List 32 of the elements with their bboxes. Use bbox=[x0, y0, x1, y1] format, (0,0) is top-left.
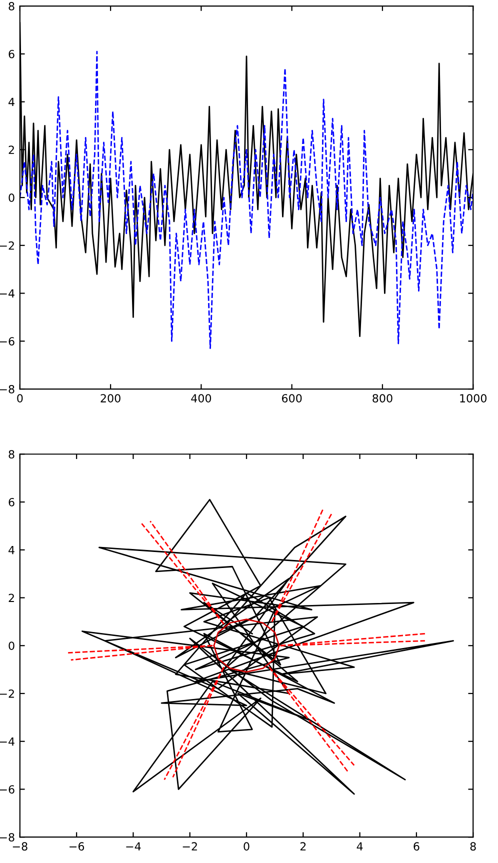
y-tick-label: −8 bbox=[0, 833, 14, 842]
y-tick-label: 8 bbox=[8, 2, 14, 10]
y-tick-label: 8 bbox=[8, 450, 14, 459]
y-tick-label: 2 bbox=[8, 594, 14, 602]
y-tick-label: 0 bbox=[8, 194, 14, 202]
x-tick-label: 0 bbox=[244, 842, 250, 851]
y-tick-label: 2 bbox=[8, 146, 14, 154]
y-tick-label: −4 bbox=[0, 737, 14, 746]
y-tick-label: −6 bbox=[0, 785, 14, 794]
x-tick-label: 8 bbox=[470, 842, 476, 851]
y-tick-label: 4 bbox=[8, 98, 14, 106]
x-tick-label: 0 bbox=[17, 394, 23, 402]
y-tick-label: 4 bbox=[8, 546, 14, 554]
x-tick-label: 6 bbox=[414, 842, 420, 851]
x-tick-label: 600 bbox=[282, 394, 302, 402]
y-tick-label: −2 bbox=[0, 689, 14, 698]
y-tick-label: 6 bbox=[8, 498, 14, 506]
y-tick-label: −2 bbox=[0, 241, 14, 250]
x-tick-label: −4 bbox=[126, 842, 141, 850]
x-tick-label: 200 bbox=[100, 394, 120, 402]
x-tick-label: 2 bbox=[300, 842, 306, 850]
x-tick-label: 400 bbox=[191, 394, 212, 402]
y-tick-label: −6 bbox=[0, 337, 14, 346]
x-tick-label: −2 bbox=[182, 842, 197, 850]
y-tick-label: −4 bbox=[0, 289, 14, 298]
y-tick-label: −8 bbox=[0, 384, 14, 394]
x-tick-label: 800 bbox=[372, 394, 392, 402]
x-tick-label: −6 bbox=[70, 842, 84, 851]
y-tick-label: 6 bbox=[8, 50, 14, 58]
y-tick-label: 0 bbox=[8, 642, 14, 650]
x-tick-label: 4 bbox=[356, 842, 363, 850]
x-tick-label: 1000 bbox=[460, 394, 486, 402]
